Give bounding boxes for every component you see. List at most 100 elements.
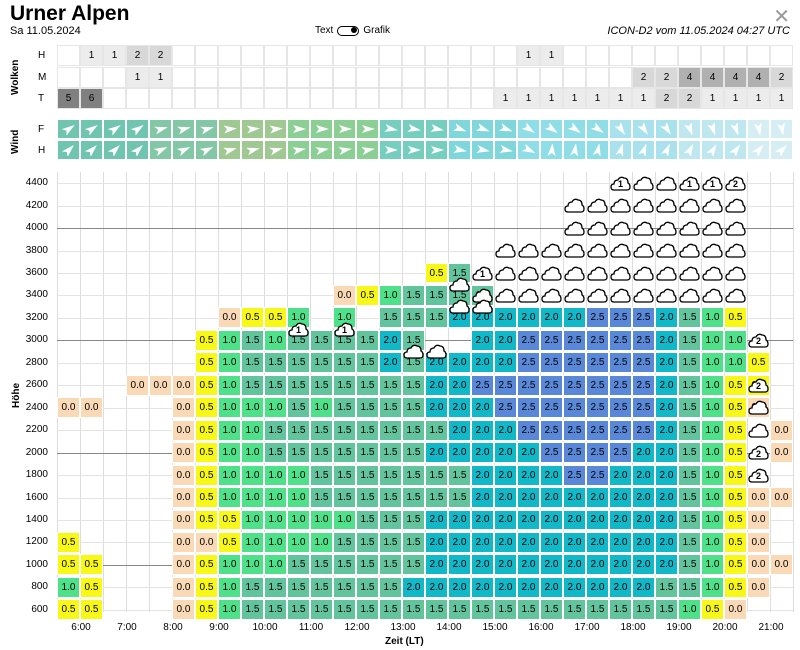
cloud-cell [655, 45, 678, 66]
thermal-cell: 1.0 [701, 554, 724, 576]
thermal-cell: 2.0 [494, 464, 517, 486]
forecast-date: Sa 11.05.2024 [10, 25, 81, 37]
thermal-cell: 2.0 [425, 397, 448, 419]
wind-arrow-icon [126, 119, 149, 139]
thermal-cell: 2.5 [586, 464, 609, 486]
thermal-cell: 1.5 [356, 531, 379, 553]
thermal-cell: 2.0 [609, 531, 632, 553]
thermal-cell: 2.0 [448, 419, 471, 441]
cumulus-cloud-icon [725, 242, 746, 259]
cloud-cell [379, 88, 402, 109]
cloud-cell [586, 45, 609, 66]
cumulus-cloud-icon [725, 265, 746, 282]
thermal-cell: 2.0 [379, 352, 402, 374]
thermal-cell: 0.0 [747, 576, 770, 598]
thermal-cell: 2.5 [609, 442, 632, 464]
thermal-cell: 1.0 [724, 329, 747, 351]
thermal-cell: 0.5 [218, 531, 241, 553]
toggle-switch[interactable] [337, 25, 360, 36]
thermal-cell: 2.0 [540, 487, 563, 508]
wind-arrow-icon [172, 140, 195, 160]
thermal-cell: 2.0 [655, 554, 678, 576]
wind-arrow-icon [310, 140, 333, 160]
cloud-cell [218, 67, 241, 88]
cloud-cell: 1 [747, 88, 770, 109]
thermal-cell: 2.0 [632, 554, 655, 576]
thermal-cell: 2.0 [540, 509, 563, 531]
thermal-cell: 2.0 [471, 509, 494, 531]
thermal-cell: 1.0 [218, 599, 241, 621]
thermal-cell: 1.5 [402, 285, 425, 306]
cumulus-cloud-icon [656, 287, 677, 304]
thermal-cell: 1.5 [655, 576, 678, 598]
wind-arrow-icon [149, 119, 172, 139]
cumulus-cloud-icon [472, 287, 493, 304]
thermal-cell: 2.0 [494, 329, 517, 351]
thermal-cell: 2.5 [609, 352, 632, 374]
thermal-cell: 1.5 [632, 599, 655, 621]
wind-row-label: H [38, 145, 46, 156]
thermal-cell: 1.0 [287, 464, 310, 486]
cloud-cell: 2 [149, 45, 172, 66]
thermal-cell: 1.0 [264, 554, 287, 576]
thermal-cell: 1.5 [678, 464, 701, 486]
wind-arrow-icon [80, 140, 103, 160]
thermal-cell: 0.5 [264, 307, 287, 329]
wind-arrow-icon [126, 140, 149, 160]
cumulus-cloud-icon [679, 242, 700, 259]
cumulus-cloud-icon [541, 242, 562, 259]
wind-arrow-icon [701, 140, 724, 160]
thermal-cell: 1.5 [310, 487, 333, 508]
cloud-cell [402, 45, 425, 66]
cloud-cell [540, 67, 563, 88]
thermal-cell: 2.0 [655, 487, 678, 508]
thermal-cell: 2.5 [609, 329, 632, 351]
wind-arrow-icon [747, 119, 770, 139]
thermal-cell: 2.0 [609, 509, 632, 531]
thermal-cell: 1.0 [241, 397, 264, 419]
thermal-cell: 1.5 [333, 576, 356, 598]
cloud-cell: 2 [655, 67, 678, 88]
thermal-cell: 1.5 [287, 419, 310, 441]
cloud-cell [379, 45, 402, 66]
thermal-cell: 2.5 [517, 352, 540, 374]
cumulus-cloud-icon [587, 265, 608, 282]
cumulus-cloud-icon [702, 287, 723, 304]
thermal-cell: 0.5 [724, 487, 747, 508]
view-toggle[interactable]: Text Grafik [315, 25, 390, 36]
thermal-cell: 1.0 [287, 531, 310, 553]
cumulus-cloud-icon [587, 197, 608, 214]
cumulus-cloud-icon: 1 [472, 265, 493, 282]
thermal-cell: 2.0 [471, 397, 494, 419]
thermal-cell: 2.0 [563, 307, 586, 329]
close-icon[interactable]: ✕ [773, 6, 790, 28]
thermal-cell: 1.5 [264, 442, 287, 464]
thermal-cell: 2.0 [379, 329, 402, 351]
thermal-cell: 1.5 [402, 419, 425, 441]
grid-line [57, 228, 793, 230]
thermal-cell: 1.5 [494, 599, 517, 621]
thermal-cell: 1.0 [218, 554, 241, 576]
toggle-text-label: Text [315, 25, 334, 36]
cloud-cell: 2 [126, 45, 149, 66]
thermal-cell: 1.0 [333, 509, 356, 531]
thermal-cell: 2.0 [494, 419, 517, 441]
thermal-cell: 1.5 [333, 599, 356, 621]
thermal-cell: 0.0 [770, 554, 793, 576]
cloud-cell [517, 67, 540, 88]
thermal-cell: 1.5 [425, 487, 448, 508]
wind-arrow-icon [678, 119, 701, 139]
thermal-cell: 1.5 [678, 307, 701, 329]
cumulus-cloud-icon: 1 [679, 175, 700, 192]
wind-arrow-icon [379, 119, 402, 139]
grid-line [57, 172, 58, 612]
cumulus-cloud-icon [564, 197, 585, 214]
thermal-cell: 2.5 [563, 464, 586, 486]
wind-arrow-icon [241, 140, 264, 160]
thermal-cell: 2.0 [448, 509, 471, 531]
thermal-cell: 2.0 [540, 464, 563, 486]
cumulus-cloud-icon: 1 [702, 175, 723, 192]
cloud-cell [402, 67, 425, 88]
y-tick-label: 3600 [25, 267, 48, 279]
cloud-cell: 1 [126, 67, 149, 88]
